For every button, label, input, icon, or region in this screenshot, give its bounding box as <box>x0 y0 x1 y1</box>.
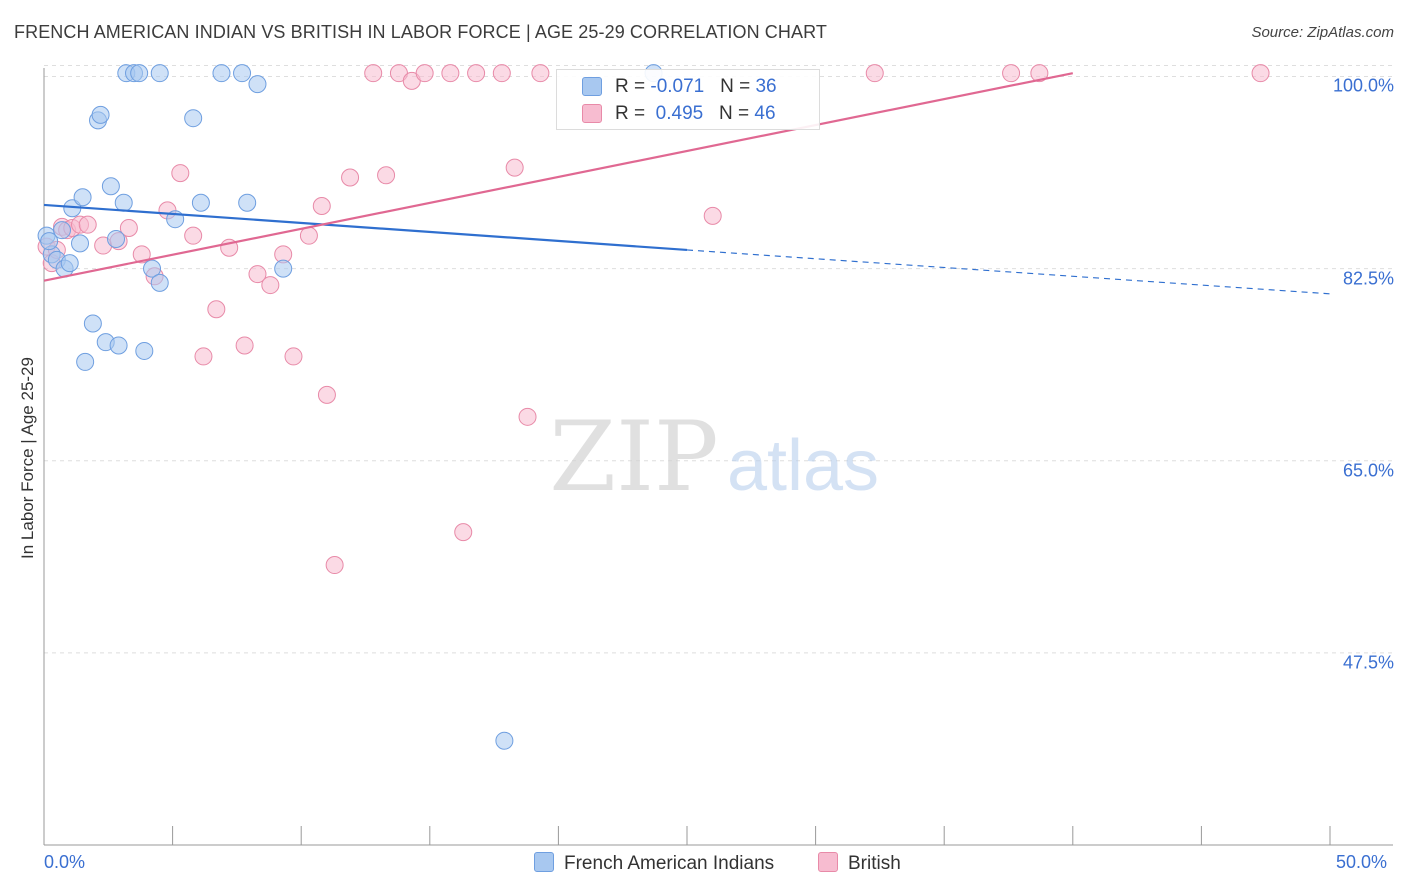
french-american-indian-point <box>73 188 92 207</box>
british-point <box>865 64 884 83</box>
bottom-legend-british: British <box>818 852 901 875</box>
trend-line-british <box>43 72 1074 282</box>
french-american-indian-point <box>143 259 162 278</box>
british-point <box>441 64 460 83</box>
french-american-indian-point <box>109 336 128 355</box>
axes <box>43 68 1393 846</box>
british-point <box>119 218 138 237</box>
british-point <box>299 226 318 245</box>
french-american-indian-point <box>248 75 267 94</box>
x-tick-min: 0.0% <box>44 852 86 872</box>
british-point <box>492 64 511 83</box>
french-american-indian-point <box>76 352 95 371</box>
french-american-indian-point <box>83 314 102 333</box>
british-point <box>317 385 336 404</box>
legend-swatch-pink <box>582 104 602 123</box>
legend-r-value: -0.071 <box>650 76 705 97</box>
british-point <box>454 523 473 542</box>
french-american-indian-point <box>191 193 210 212</box>
french-american-indian-point <box>114 193 133 212</box>
y-tick-label: 65.0% <box>1342 460 1394 481</box>
stats-legend: R = -0.071 N = 36 R = 0.495 N = 46 <box>556 69 820 130</box>
y-tick-label: 47.5% <box>1342 652 1394 673</box>
british-point <box>467 64 486 83</box>
british-point <box>235 336 254 355</box>
legend-text: R = 0.495 N = 46 <box>615 103 776 125</box>
british-point <box>261 276 280 295</box>
bottom-legend-label-blue: French American Indians <box>564 853 775 874</box>
trend-line-french-american-indians-extension <box>686 249 1331 295</box>
british-point <box>364 64 383 83</box>
y-axis-label: In Labor Force | Age 25-29 <box>18 357 37 559</box>
y-tick-label: 82.5% <box>1342 268 1394 289</box>
x-tick-max: 50.0% <box>1336 852 1388 872</box>
british-point <box>171 164 190 183</box>
french-american-indian-point <box>274 259 293 278</box>
chart-title: FRENCH AMERICAN INDIAN VS BRITISH IN LAB… <box>14 22 827 42</box>
french-american-indian-point <box>71 234 90 253</box>
legend-n-label: N = <box>719 103 755 124</box>
french-american-indian-point <box>107 229 126 248</box>
french-american-indian-point <box>91 105 110 124</box>
british-point <box>194 347 213 366</box>
french-american-indian-point <box>53 221 72 240</box>
british-point <box>325 556 344 575</box>
british-point <box>207 300 226 319</box>
french-american-indian-point <box>101 177 120 196</box>
british-point <box>518 407 537 426</box>
bottom-legend-swatch-blue <box>534 852 554 872</box>
watermark-zip: ZIP <box>549 401 718 513</box>
legend-text: R = -0.071 N = 36 <box>615 76 777 98</box>
french-american-indian-point <box>40 232 59 251</box>
french-american-indian-point <box>184 109 203 128</box>
british-point <box>132 245 151 264</box>
british-point <box>341 168 360 187</box>
british-point <box>1030 64 1049 83</box>
legend-n-value: 46 <box>754 103 776 124</box>
british-point <box>1002 64 1021 83</box>
french-american-indian-point <box>150 273 169 292</box>
legend-r-label: R = <box>615 103 651 124</box>
british-point <box>531 64 550 83</box>
trend-lines <box>43 72 1331 295</box>
bottom-legend-swatch-pink <box>818 852 838 872</box>
british-point <box>415 64 434 83</box>
legend-n-value: 36 <box>755 76 777 97</box>
french-american-indian-point <box>212 64 231 83</box>
legend-r-value: 0.495 <box>655 103 704 124</box>
british-point <box>703 206 722 225</box>
french-american-indian-point <box>238 193 257 212</box>
british-point <box>184 226 203 245</box>
british-point <box>284 347 303 366</box>
trend-line-french-american-indians <box>43 203 688 252</box>
british-point <box>78 215 97 234</box>
source-label: Source: ZipAtlas.com <box>1251 24 1394 41</box>
bottom-legend-french-american-indians: French American Indians <box>534 852 774 875</box>
french-american-indian-point <box>495 731 514 750</box>
legend-swatch-blue <box>582 77 602 96</box>
french-american-indian-point <box>130 64 149 83</box>
french-american-indian-point <box>233 64 252 83</box>
grid-lines <box>44 64 1393 654</box>
british-point <box>1251 64 1270 83</box>
british-point <box>505 158 524 177</box>
french-american-indian-point <box>150 64 169 83</box>
british-point <box>377 166 396 185</box>
watermark-atlas: atlas <box>727 426 879 506</box>
bottom-legend-label-pink: British <box>848 853 901 874</box>
watermark: ZIP atlas <box>549 401 879 513</box>
british-point <box>312 197 331 216</box>
british-point <box>248 265 267 284</box>
legend-r-label: R = <box>615 76 651 97</box>
legend-n-label: N = <box>720 76 756 97</box>
french-american-indian-point <box>135 341 154 360</box>
french-american-indian-point <box>60 254 79 273</box>
y-tick-label: 100.0% <box>1332 75 1394 96</box>
